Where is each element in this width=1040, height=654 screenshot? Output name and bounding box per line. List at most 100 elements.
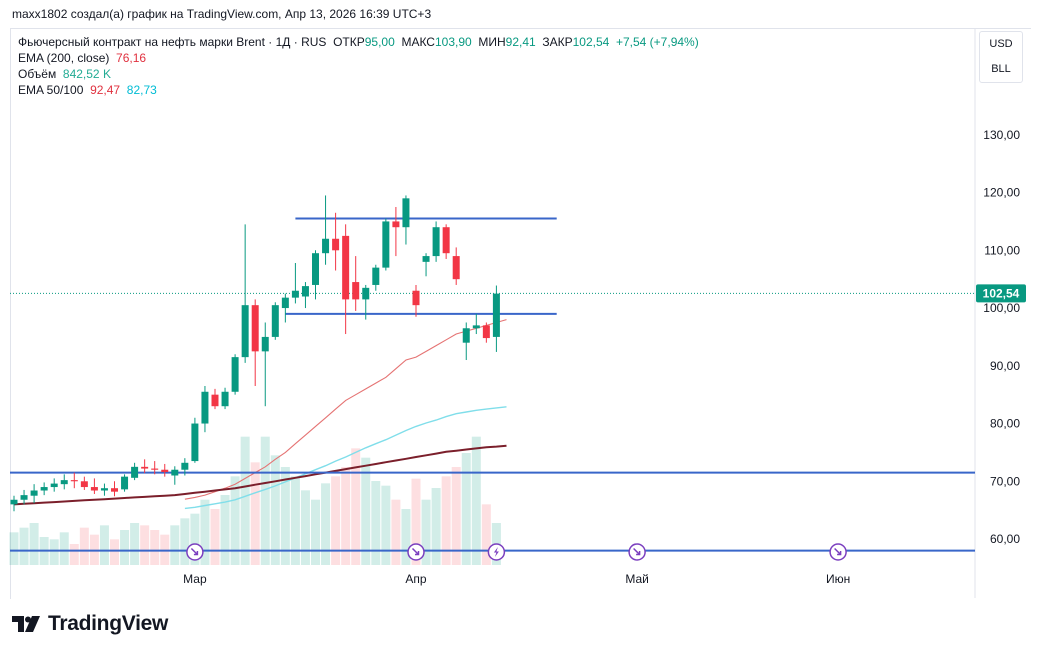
candle-body[interactable] (211, 394, 219, 407)
legend-open-label: ОТКР (333, 35, 365, 49)
volume-bar (120, 530, 130, 565)
volume-bar (110, 539, 119, 565)
candle-body[interactable] (221, 391, 229, 407)
candle-body[interactable] (472, 325, 480, 329)
candle-body[interactable] (322, 238, 330, 254)
volume-bar (431, 488, 441, 565)
candle-body[interactable] (261, 336, 269, 352)
volume-bar (29, 523, 39, 565)
candle-body[interactable] (20, 495, 28, 500)
candle-body[interactable] (301, 286, 309, 297)
last-price-badge (976, 284, 1026, 303)
time-tick-label: Май (625, 572, 649, 586)
lightning-glyph (493, 547, 499, 557)
candle-body[interactable] (352, 282, 360, 300)
candle-body[interactable] (50, 483, 58, 488)
candle-body[interactable] (412, 290, 420, 306)
arrow-glyph (190, 547, 199, 556)
legend-symbol-row[interactable]: Фьючерсный контракт на нефть марки Brent… (18, 34, 699, 50)
candle-body[interactable] (402, 198, 410, 228)
tradingview-logo-icon (12, 616, 40, 632)
candle-body[interactable] (121, 476, 129, 490)
volume-bar (69, 544, 79, 565)
candle-body[interactable] (201, 391, 209, 424)
candle-body[interactable] (30, 490, 38, 496)
volume-bar (200, 499, 210, 565)
candle-body[interactable] (191, 423, 199, 462)
volume-bar (300, 490, 310, 565)
legend-high-label: МАКС (401, 35, 435, 49)
volume-bar (140, 525, 150, 565)
arrow-glyph (834, 547, 842, 556)
tradingview-logo[interactable]: TradingView (12, 610, 168, 638)
volume-bar (421, 499, 431, 565)
price-tick-label: 60,00 (990, 532, 1020, 546)
price-tick-label: 100,00 (983, 301, 1020, 315)
candle-body[interactable] (271, 305, 279, 337)
candle-body[interactable] (392, 221, 400, 228)
candle-body[interactable] (442, 227, 450, 254)
candle-body[interactable] (151, 468, 159, 470)
candle-body[interactable] (482, 325, 490, 339)
volume-bar (451, 467, 461, 565)
time-tick-label: Апр (405, 572, 427, 586)
candle-body[interactable] (251, 305, 259, 352)
candle-body[interactable] (60, 480, 68, 485)
candle-body[interactable] (231, 357, 239, 392)
candle-body[interactable] (171, 469, 179, 476)
legend-close-value: 102,54 (572, 35, 610, 49)
legend-low-label: МИН (478, 35, 506, 49)
legend-symbol: Фьючерсный контракт на нефть марки Brent… (18, 35, 327, 49)
price-tick-label: 120,00 (983, 186, 1020, 200)
ema200-line (13, 444, 507, 506)
candle-body[interactable] (452, 256, 460, 280)
last-price-value: 102,54 (983, 286, 1020, 300)
legend-open-value: 95,00 (364, 35, 395, 49)
legend-ema200-label: EMA (200, close) (18, 51, 110, 65)
candle-body[interactable] (372, 267, 380, 285)
volume-bar (99, 525, 109, 565)
currency-unit-selector[interactable]: USD BLL (979, 31, 1023, 83)
candle-body[interactable] (111, 488, 118, 492)
volume-bar (391, 499, 401, 565)
candle-body[interactable] (181, 462, 189, 470)
volume-bar (240, 436, 250, 565)
candle-body[interactable] (362, 287, 370, 300)
legend-ema200-row[interactable]: EMA (200, close) 76,16 (18, 50, 699, 66)
candle-body[interactable] (432, 227, 440, 257)
candle-body[interactable] (241, 305, 249, 358)
legend: Фьючерсный контракт на нефть марки Brent… (18, 34, 699, 98)
candle-body[interactable] (90, 487, 98, 491)
legend-volume-row[interactable]: Объём 842,52 K (18, 66, 699, 82)
candle-body[interactable] (70, 480, 78, 482)
currency-label[interactable]: USD (989, 38, 1013, 50)
legend-high-value: 103,90 (434, 35, 472, 49)
legend-ema50-100-row[interactable]: EMA 50/100 92,47 82,73 (18, 82, 699, 98)
candle-body[interactable] (40, 487, 48, 491)
candle-body[interactable] (161, 469, 169, 473)
candle-body[interactable] (332, 238, 340, 251)
candle-body[interactable] (462, 328, 470, 343)
candle-body[interactable] (10, 499, 18, 505)
candle-body[interactable] (131, 466, 139, 478)
candle-body[interactable] (291, 290, 299, 298)
candle-body[interactable] (100, 488, 108, 491)
arrow-glyph (411, 547, 420, 556)
candle-body[interactable] (382, 221, 390, 268)
legend-volume-label: Объём (18, 67, 57, 81)
price-tick-label: 70,00 (990, 474, 1020, 488)
volume-bar (331, 476, 341, 565)
candle-body[interactable] (281, 297, 289, 309)
candle-body[interactable] (80, 481, 88, 488)
price-tick-label: 110,00 (984, 243, 1020, 257)
unit-label[interactable]: BLL (991, 63, 1011, 75)
candle-body[interactable] (492, 293, 500, 337)
volume-bar (441, 476, 451, 565)
price-tick-label: 130,00 (983, 128, 1020, 142)
candle-body[interactable] (141, 466, 149, 469)
candle-body[interactable] (312, 253, 319, 285)
legend-ema50-100-label: EMA 50/100 (18, 83, 84, 97)
candle-body[interactable] (342, 235, 350, 300)
candle-body[interactable] (422, 256, 430, 262)
